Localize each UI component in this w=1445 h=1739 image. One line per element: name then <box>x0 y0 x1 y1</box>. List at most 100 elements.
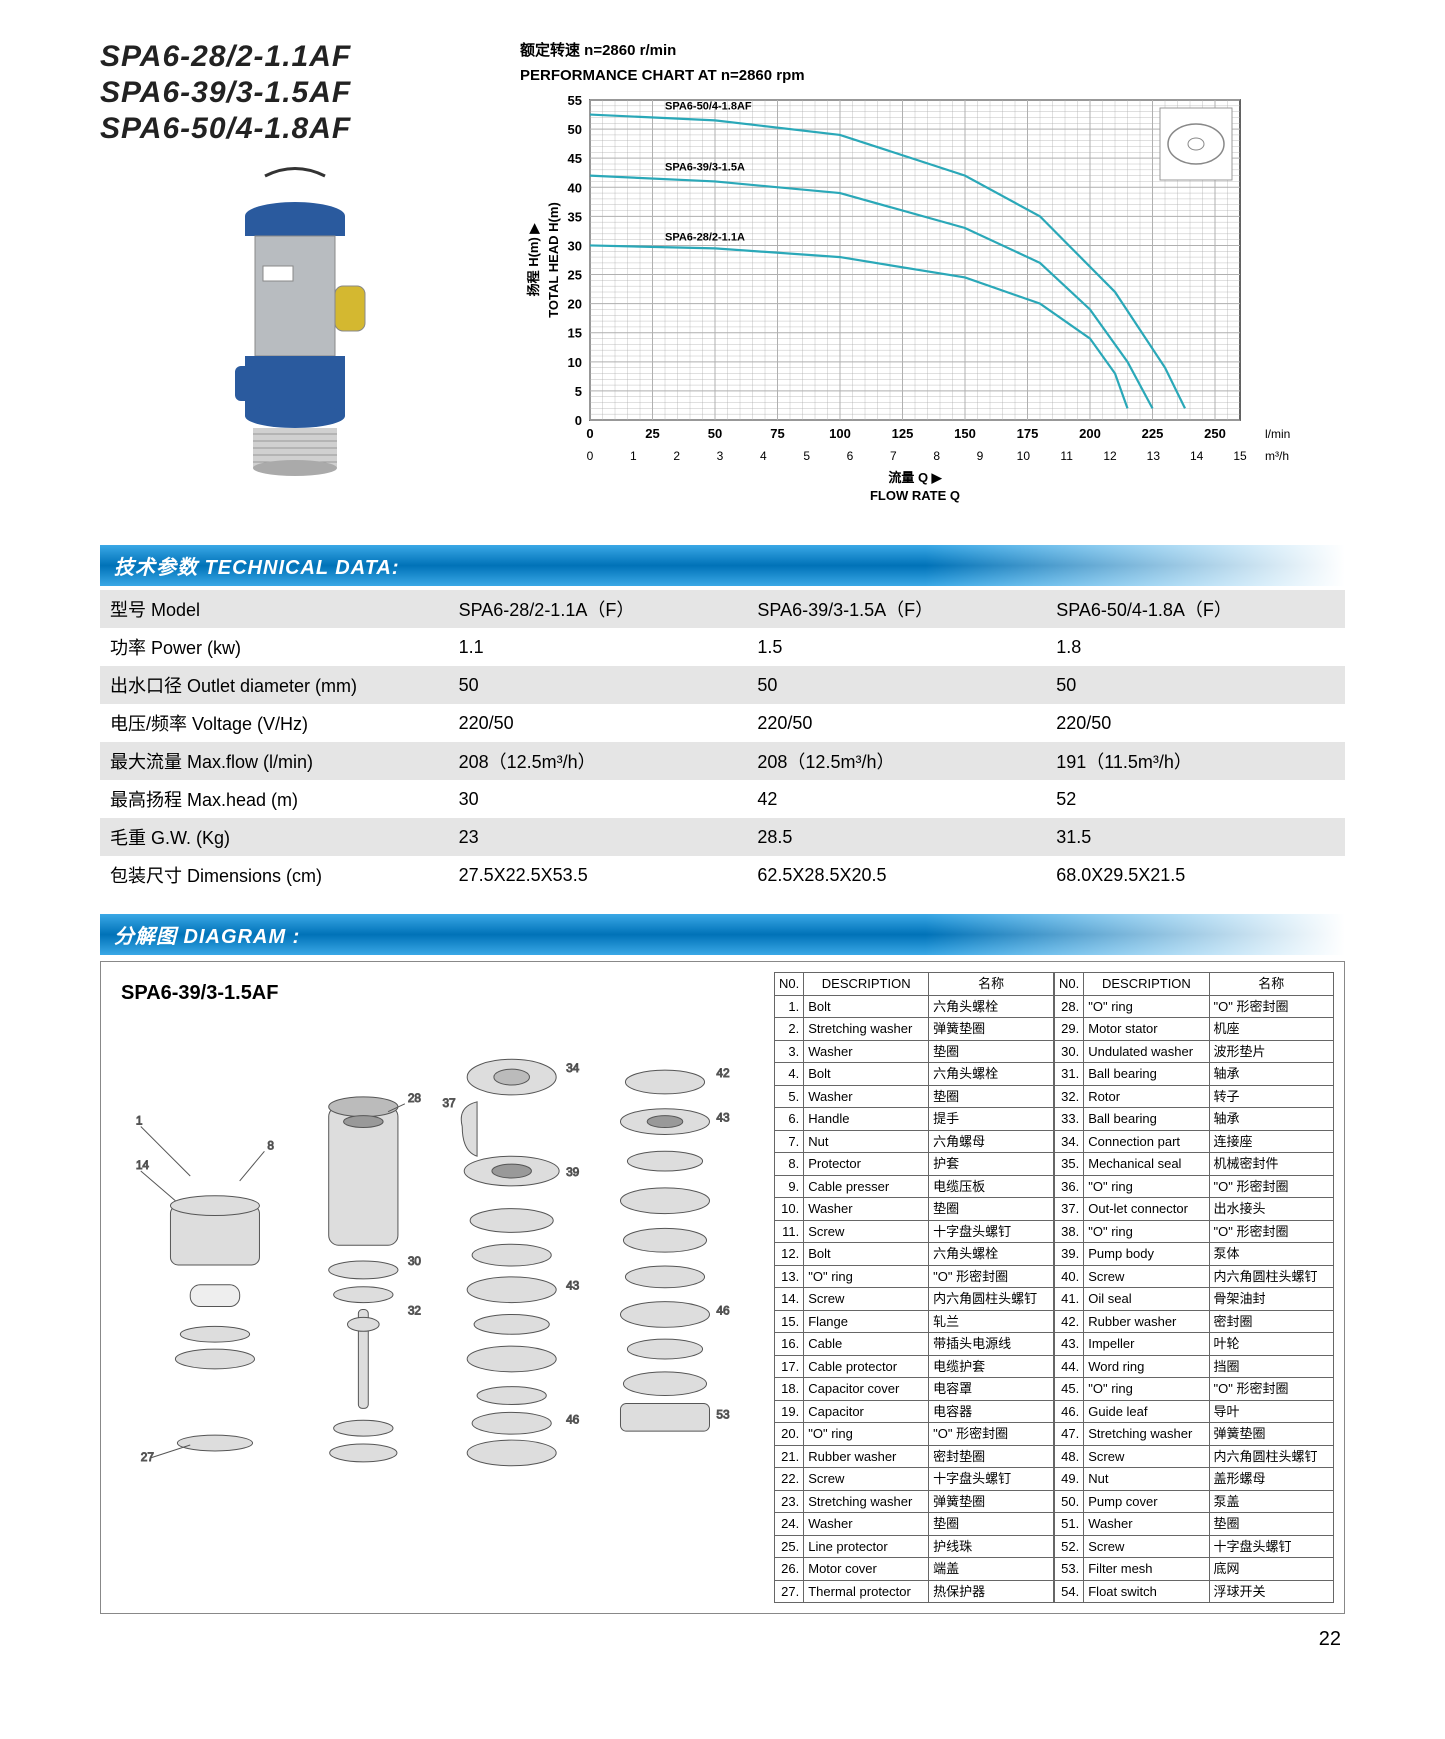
parts-row: 52.Screw十字盘头螺钉 <box>1055 1535 1334 1558</box>
parts-row: 51.Washer垫圈 <box>1055 1513 1334 1536</box>
parts-row: 3.Washer垫圈 <box>775 1040 1054 1063</box>
svg-text:30: 30 <box>568 238 582 253</box>
parts-row: 53.Filter mesh底网 <box>1055 1558 1334 1581</box>
exploded-diagram: SPA6-39/3-1.5AF 1 14 8 27 <box>111 972 764 1603</box>
svg-text:3: 3 <box>717 449 724 463</box>
parts-row: 34.Connection part连接座 <box>1055 1130 1334 1153</box>
svg-text:43: 43 <box>716 1111 730 1125</box>
model-title-1: SPA6-28/2-1.1AF <box>100 40 490 74</box>
parts-row: 25.Line protector护线珠 <box>775 1535 1054 1558</box>
parts-row: 13."O" ring"O" 形密封圈 <box>775 1265 1054 1288</box>
parts-row: 21.Rubber washer密封垫圈 <box>775 1445 1054 1468</box>
parts-row: 31.Ball bearing轴承 <box>1055 1063 1334 1086</box>
svg-text:225: 225 <box>1142 426 1164 441</box>
svg-text:SPA6-50/4-1.8AF: SPA6-50/4-1.8AF <box>665 101 752 113</box>
pump-image <box>195 166 395 486</box>
svg-text:9: 9 <box>977 449 984 463</box>
technical-data-table: 型号 ModelSPA6-28/2-1.1A（F）SPA6-39/3-1.5A（… <box>100 590 1345 894</box>
svg-text:SPA6-39/3-1.5A: SPA6-39/3-1.5A <box>665 162 745 174</box>
parts-row: 8.Protector护套 <box>775 1153 1054 1176</box>
svg-text:40: 40 <box>568 180 582 195</box>
svg-text:37: 37 <box>442 1096 455 1110</box>
svg-text:15: 15 <box>568 326 582 341</box>
parts-row: 50.Pump cover泵盖 <box>1055 1490 1334 1513</box>
chart-title-cn: 额定转速 n=2860 r/min <box>520 40 1345 61</box>
parts-row: 26.Motor cover端盖 <box>775 1558 1054 1581</box>
svg-text:25: 25 <box>568 268 582 283</box>
parts-row: 32.Rotor转子 <box>1055 1085 1334 1108</box>
parts-row: 46.Guide leaf导叶 <box>1055 1400 1334 1423</box>
parts-row: 54.Float switch浮球开关 <box>1055 1580 1334 1603</box>
svg-text:6: 6 <box>847 449 854 463</box>
svg-text:1: 1 <box>136 1114 143 1128</box>
diagram-model-label: SPA6-39/3-1.5AF <box>121 982 754 1005</box>
table-row: 功率 Power (kw)1.11.51.8 <box>100 628 1345 666</box>
svg-text:28: 28 <box>408 1091 422 1105</box>
table-row: 出水口径 Outlet diameter (mm)505050 <box>100 666 1345 704</box>
svg-text:30: 30 <box>408 1254 422 1268</box>
parts-row: 30.Undulated washer波形垫片 <box>1055 1040 1334 1063</box>
parts-row: 39.Pump body泵体 <box>1055 1243 1334 1266</box>
parts-row: 10.Washer垫圈 <box>775 1198 1054 1221</box>
parts-row: 1.Bolt六角头螺栓 <box>775 995 1054 1018</box>
table-row: 包装尺寸 Dimensions (cm)27.5X22.5X53.562.5X2… <box>100 856 1345 894</box>
parts-row: 49.Nut盖形螺母 <box>1055 1468 1334 1491</box>
parts-row: 29.Motor stator机座 <box>1055 1018 1334 1041</box>
parts-row: 28."O" ring"O" 形密封圈 <box>1055 995 1334 1018</box>
svg-text:10: 10 <box>1017 449 1031 463</box>
parts-row: 27.Thermal protector热保护器 <box>775 1580 1054 1603</box>
svg-text:l/min: l/min <box>1265 427 1290 441</box>
svg-text:150: 150 <box>954 426 976 441</box>
table-row: 最大流量 Max.flow (l/min)208（12.5m³/h）208（12… <box>100 742 1345 780</box>
model-title-2: SPA6-39/3-1.5AF <box>100 76 490 110</box>
svg-text:50: 50 <box>568 122 582 137</box>
svg-text:5: 5 <box>575 384 582 399</box>
parts-row: 35.Mechanical seal机械密封件 <box>1055 1153 1334 1176</box>
tech-data-header: 技术参数 TECHNICAL DATA: <box>100 545 1345 586</box>
svg-text:27: 27 <box>141 1450 154 1464</box>
model-title-3: SPA6-50/4-1.8AF <box>100 112 490 146</box>
parts-row: 47.Stretching washer弹簧垫圈 <box>1055 1423 1334 1446</box>
svg-text:SPA6-28/2-1.1A: SPA6-28/2-1.1A <box>665 231 745 243</box>
parts-row: 20."O" ring"O" 形密封圈 <box>775 1423 1054 1446</box>
svg-text:125: 125 <box>892 426 914 441</box>
parts-row: 11.Screw十字盘头螺钉 <box>775 1220 1054 1243</box>
svg-text:10: 10 <box>568 355 582 370</box>
parts-row: 19.Capacitor电容器 <box>775 1400 1054 1423</box>
table-row: 型号 ModelSPA6-28/2-1.1A（F）SPA6-39/3-1.5A（… <box>100 590 1345 628</box>
parts-row: 2.Stretching washer弹簧垫圈 <box>775 1018 1054 1041</box>
parts-row: 37.Out-let connector出水接头 <box>1055 1198 1334 1221</box>
parts-row: 7.Nut六角螺母 <box>775 1130 1054 1153</box>
svg-text:13: 13 <box>1147 449 1161 463</box>
parts-row: 17.Cable protector电缆护套 <box>775 1355 1054 1378</box>
svg-text:34: 34 <box>566 1061 580 1075</box>
svg-text:TOTAL HEAD H(m): TOTAL HEAD H(m) <box>546 202 561 318</box>
parts-row: 38."O" ring"O" 形密封圈 <box>1055 1220 1334 1243</box>
parts-row: 9.Cable presser电缆压板 <box>775 1175 1054 1198</box>
parts-row: 48.Screw内六角圆柱头螺钉 <box>1055 1445 1334 1468</box>
svg-text:0: 0 <box>587 449 594 463</box>
svg-text:14: 14 <box>1190 449 1204 463</box>
page-number: 22 <box>100 1628 1345 1651</box>
exploded-view-svg: 1 14 8 27 28 30 32 <box>121 1005 754 1525</box>
svg-text:75: 75 <box>770 426 784 441</box>
svg-text:14: 14 <box>136 1158 150 1172</box>
svg-text:53: 53 <box>716 1407 730 1421</box>
parts-row: 42.Rubber washer密封圈 <box>1055 1310 1334 1333</box>
svg-text:45: 45 <box>568 151 582 166</box>
svg-text:m³/h: m³/h <box>1265 449 1289 463</box>
svg-text:扬程 H(m) ▶: 扬程 H(m) ▶ <box>526 223 541 297</box>
svg-text:0: 0 <box>586 426 593 441</box>
parts-row: 23.Stretching washer弹簧垫圈 <box>775 1490 1054 1513</box>
parts-row: 33.Ball bearing轴承 <box>1055 1108 1334 1131</box>
parts-table-right: N0.DESCRIPTION名称28."O" ring"O" 形密封圈29.Mo… <box>1054 972 1334 1603</box>
svg-text:0: 0 <box>575 413 582 428</box>
svg-text:8: 8 <box>267 1138 274 1152</box>
svg-text:250: 250 <box>1204 426 1226 441</box>
performance-chart: 0255075100125150175200225250051015202530… <box>520 90 1310 510</box>
svg-text:5: 5 <box>803 449 810 463</box>
svg-text:175: 175 <box>1017 426 1039 441</box>
svg-text:2: 2 <box>673 449 680 463</box>
parts-list: N0.DESCRIPTION名称1.Bolt六角头螺栓2.Stretching … <box>774 972 1334 1603</box>
svg-text:8: 8 <box>933 449 940 463</box>
